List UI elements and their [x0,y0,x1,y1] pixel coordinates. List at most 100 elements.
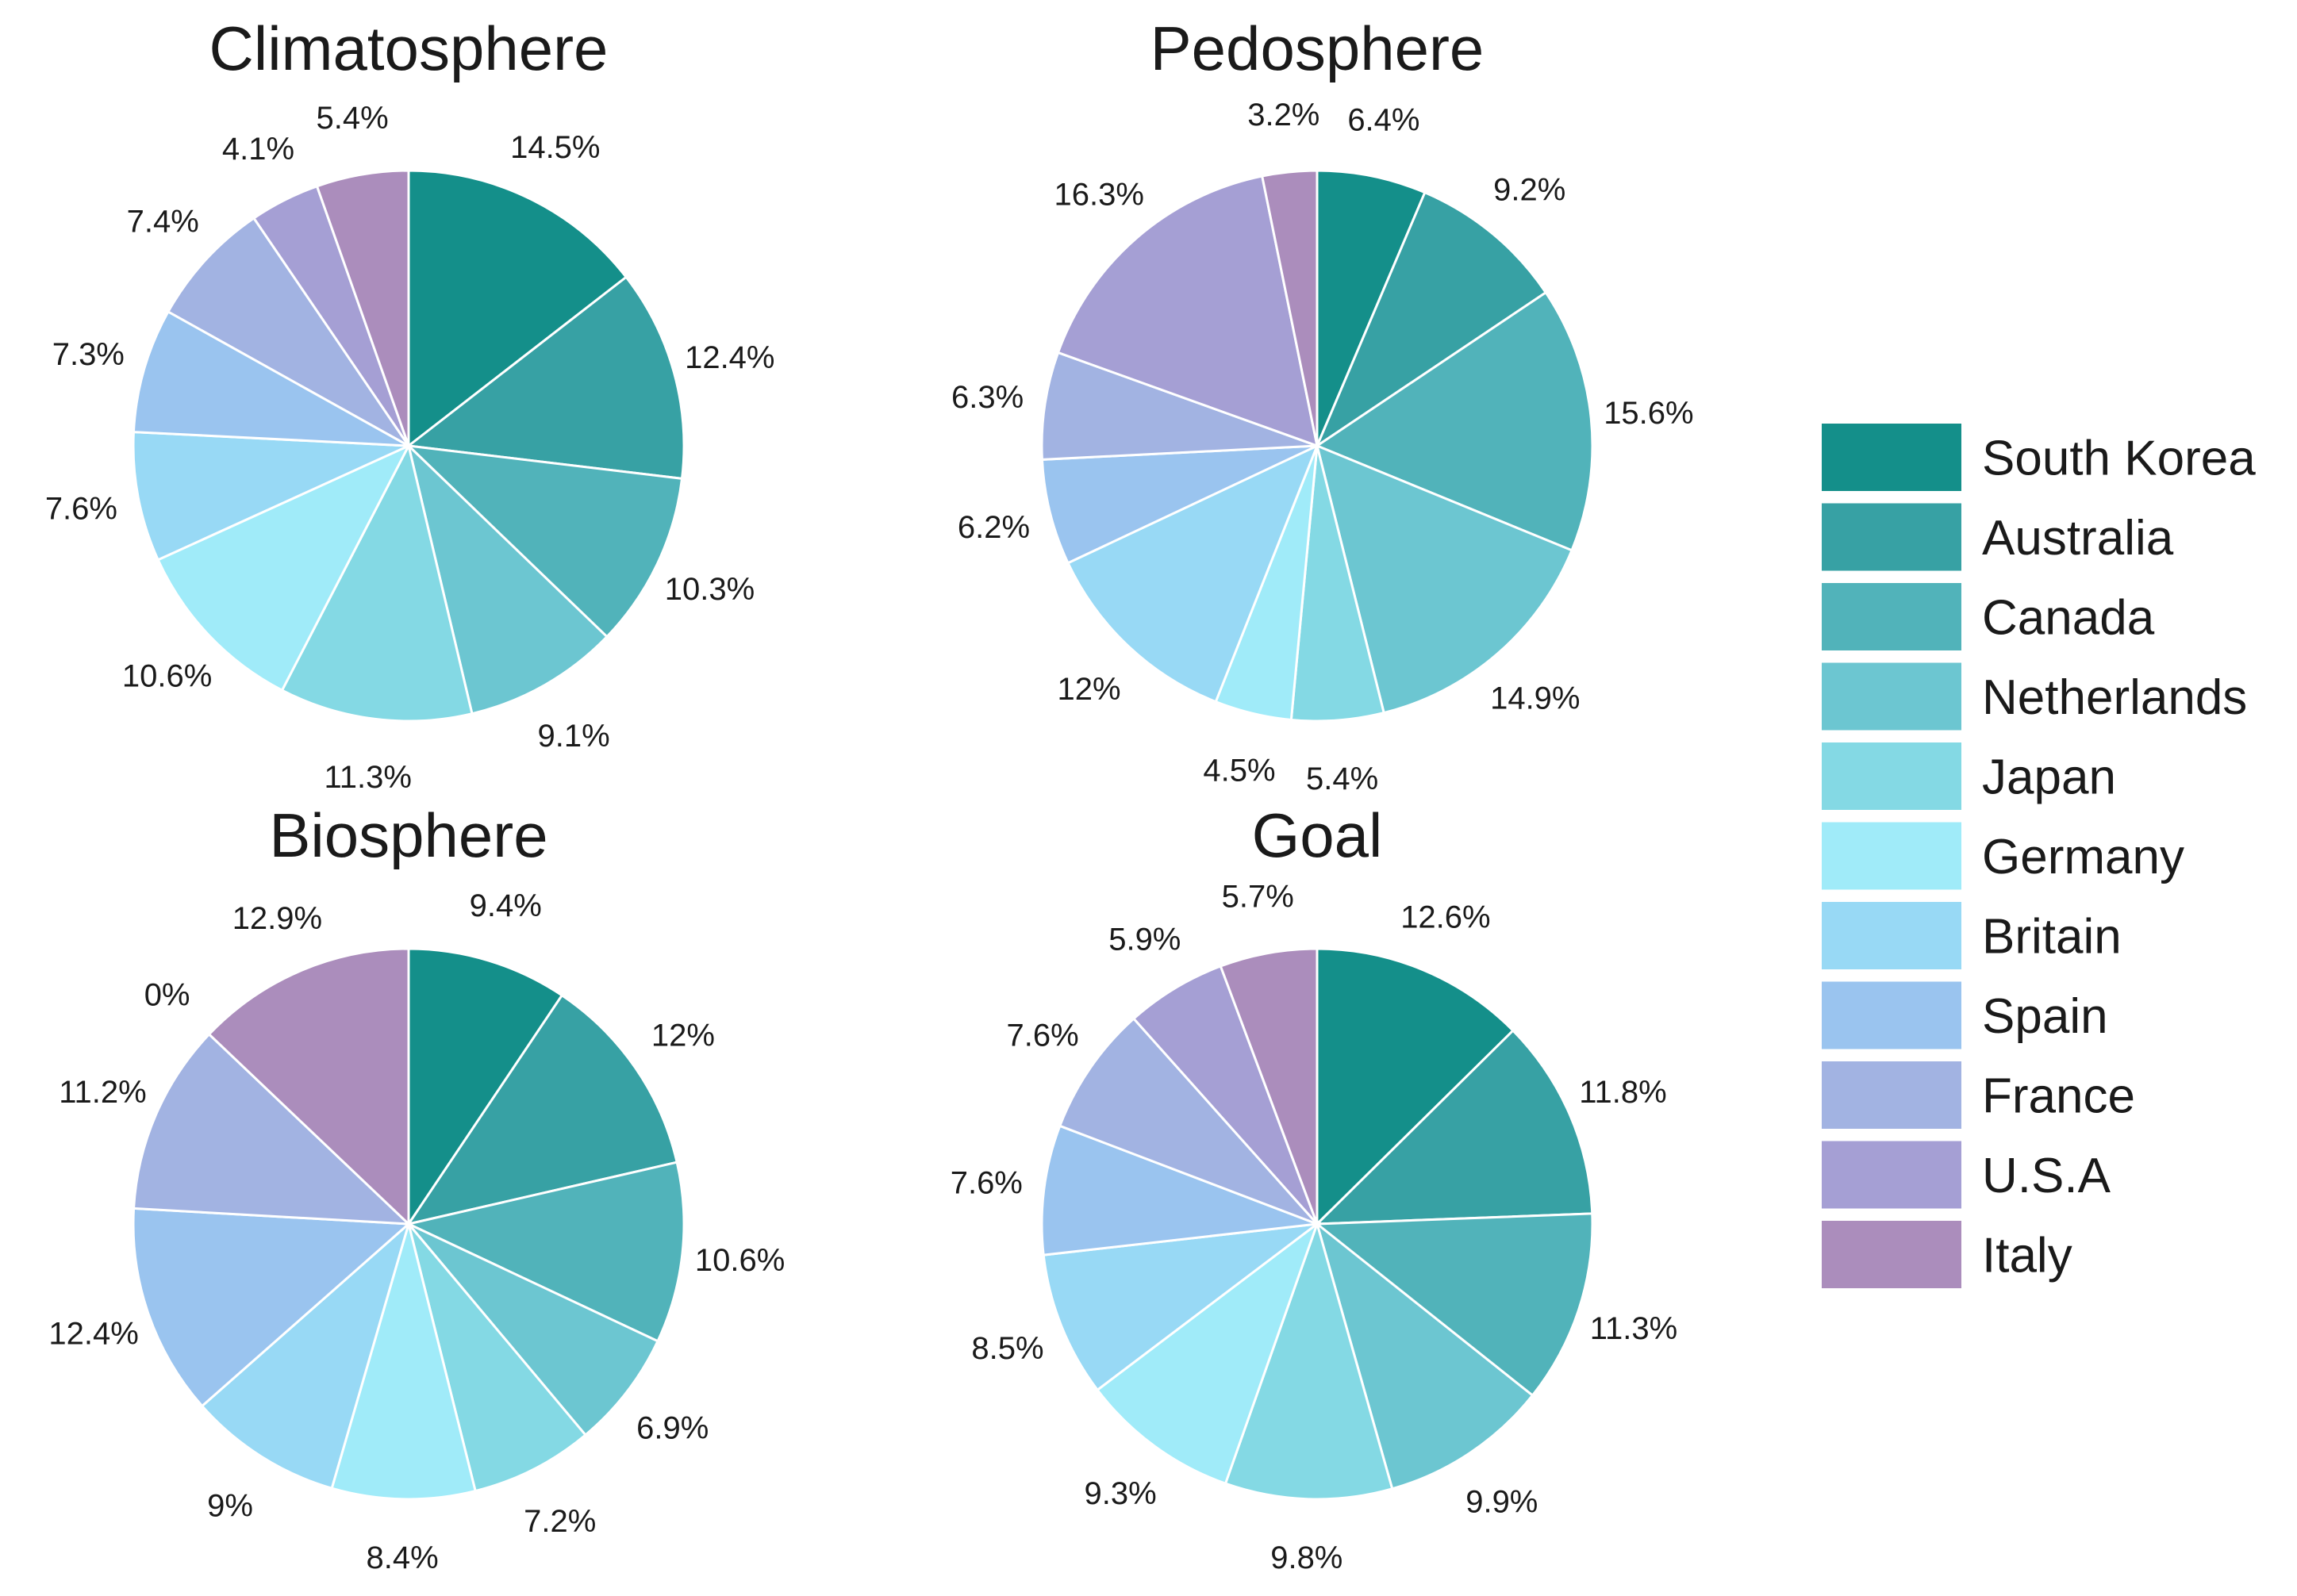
pie-slice-goal-canada [1313,1212,1594,1398]
pct-label-goal-france: 7.6% [1007,1019,1079,1053]
pie-pedosphere: Pedosphere 6.4% 9.2% 15.6% 14.9% 5.4% 4.5% 12% 6… [951,13,1694,796]
pie-slice-biosphere-south-korea [407,947,564,1228]
pct-label-climatosphere-australia: 12.4% [685,340,774,375]
legend-label-france: France [1982,1069,2135,1124]
pct-label-climatosphere-netherlands: 9.1% [538,719,610,754]
legend-swatch-spain [1822,981,1961,1049]
pct-label-goal-spain: 7.6% [951,1165,1023,1200]
pie-slice-pedosphere-australia [1314,190,1548,450]
pie-slice-climatosphere-netherlands [406,442,609,716]
pie-slice-pedosphere-netherlands [1315,443,1573,715]
pct-label-pedosphere-netherlands: 14.9% [1490,681,1580,716]
pie-slice-goal-netherlands [1315,1220,1535,1490]
legend-swatch-italy [1822,1221,1961,1288]
pct-label-biosphere-italy: 12.9% [232,901,322,936]
pct-label-biosphere-germany: 8.4% [367,1540,439,1575]
pct-label-climatosphere-france: 7.4% [127,204,199,239]
pct-label-pedosphere-germany: 4.5% [1203,753,1275,788]
legend-label-britain: Britain [1982,910,2122,965]
pct-label-goal-italy: 5.7% [1222,880,1294,915]
pie-slice-goal-south-korea [1316,947,1515,1227]
pct-label-goal-britain: 8.5% [971,1331,1043,1366]
pct-label-biosphere-japan: 7.2% [524,1504,596,1539]
pie-charts-group: Climatosphere 14.5% 12.4% 10.3% 9.1% 11.3% 10.… [45,13,1694,1575]
legend-label-netherlands: Netherlands [1982,670,2247,725]
pct-label-pedosphere-britain: 12% [1057,672,1120,707]
pie-slice-goal-u-s-a [1131,965,1319,1225]
legend-label-germany: Germany [1982,830,2184,884]
pct-label-biosphere-australia: 12% [651,1019,715,1053]
pct-label-climatosphere-germany: 10.6% [122,658,212,693]
pie-slice-goal-france [1058,1017,1319,1226]
pie-slice-biosphere-france [132,1032,412,1226]
pie-slice-biosphere-germany [330,1219,477,1501]
pct-label-biosphere-spain: 12.4% [48,1316,138,1351]
legend-swatch-canada [1822,583,1961,650]
pie-slice-climatosphere-spain [132,309,409,447]
legend-swatch-britain [1822,902,1961,969]
legend-swatch-south-korea [1822,424,1961,491]
legend-label-japan: Japan [1982,750,2116,805]
legend-swatch-australia [1822,503,1961,571]
pct-label-goal-japan: 9.8% [1270,1540,1342,1575]
chart-title-goal: Goal [1252,800,1383,870]
pct-label-climatosphere-japan: 11.3% [324,760,411,795]
pie-slice-pedosphere-south-korea [1316,169,1427,447]
pie-climatosphere: Climatosphere 14.5% 12.4% 10.3% 9.1% 11.3% 10.… [45,13,775,795]
pct-label-climatosphere-u-s-a: 4.1% [222,132,294,167]
pie-slice-biosphere-canada [405,1161,686,1343]
pct-label-goal-australia: 11.8% [1579,1075,1666,1110]
legend-label-south-korea: South Korea [1982,432,2256,486]
pct-label-pedosphere-japan: 5.4% [1306,762,1378,796]
pct-label-pedosphere-italy: 3.2% [1247,98,1319,132]
pct-label-biosphere-u-s-a: 0% [144,978,190,1013]
pie-slice-goal-spain [1040,1124,1318,1256]
pct-label-goal-canada: 11.3% [1590,1311,1677,1346]
legend-swatch-germany [1822,822,1961,890]
pie-slice-climatosphere-canada [405,443,684,639]
pie-slice-climatosphere-south-korea [407,169,628,449]
pie-slice-climatosphere-france [166,216,410,447]
pie-slice-biosphere-australia [405,993,678,1226]
pct-label-climatosphere-canada: 10.3% [665,572,755,607]
chart-title-pedosphere: Pedosphere [1150,13,1485,83]
pie-slice-goal-germany [1096,1220,1320,1486]
pie-slice-goal-britain [1042,1222,1322,1392]
pie-slice-pedosphere-spain [1040,444,1318,565]
legend: South Korea Australia Canada Netherlands Jap… [1822,424,2256,1288]
legend-label-australia: Australia [1982,511,2174,566]
pie-slice-biosphere-japan [407,1223,587,1493]
pie-slice-climatosphere-italy [315,169,410,447]
pie-slice-pedosphere-u-s-a [1056,175,1319,448]
legend-swatch-netherlands [1822,662,1961,731]
pct-label-pedosphere-south-korea: 6.4% [1347,103,1419,138]
pie-slice-biosphere-britain [200,1220,411,1490]
pct-label-pedosphere-australia: 9.2% [1493,172,1565,207]
pct-label-pedosphere-u-s-a: 16.3% [1054,177,1143,212]
pie-slice-climatosphere-britain [132,430,409,562]
pct-label-biosphere-netherlands: 6.9% [636,1410,709,1445]
pct-label-goal-u-s-a: 5.9% [1108,923,1181,957]
pct-label-climatosphere-italy: 5.4% [317,101,389,136]
pct-label-goal-south-korea: 12.6% [1400,900,1490,935]
legend-swatch-france [1822,1061,1961,1129]
legend-swatch-u-s-a [1822,1141,1961,1209]
legend-label-canada: Canada [1982,591,2155,646]
pct-label-pedosphere-canada: 15.6% [1604,396,1693,431]
pie-slice-pedosphere-canada [1314,290,1594,552]
pie-slice-biosphere-netherlands [407,1222,659,1437]
pie-slice-climatosphere-germany [156,443,412,692]
pct-label-biosphere-france: 11.2% [59,1075,146,1110]
pct-label-pedosphere-spain: 6.2% [958,510,1030,545]
pie-goal: Goal 12.6% 11.8% 11.3% 9.9% 9.8% 9.3% 8.5% 7.6% 7… [951,800,1678,1575]
pie-slice-goal-australia [1314,1029,1594,1226]
pie-slice-pedosphere-britain [1066,443,1319,704]
legend-label-u-s-a: U.S.A [1982,1149,2111,1203]
pct-label-goal-netherlands: 9.9% [1465,1485,1538,1520]
pie-slice-goal-japan [1223,1220,1394,1501]
chart-title-biosphere: Biosphere [269,800,547,870]
pct-label-biosphere-britain: 9% [207,1489,253,1524]
pct-label-climatosphere-spain: 7.3% [52,337,125,372]
pie-slice-pedosphere-france [1040,351,1318,462]
pct-label-goal-germany: 9.3% [1085,1476,1157,1511]
